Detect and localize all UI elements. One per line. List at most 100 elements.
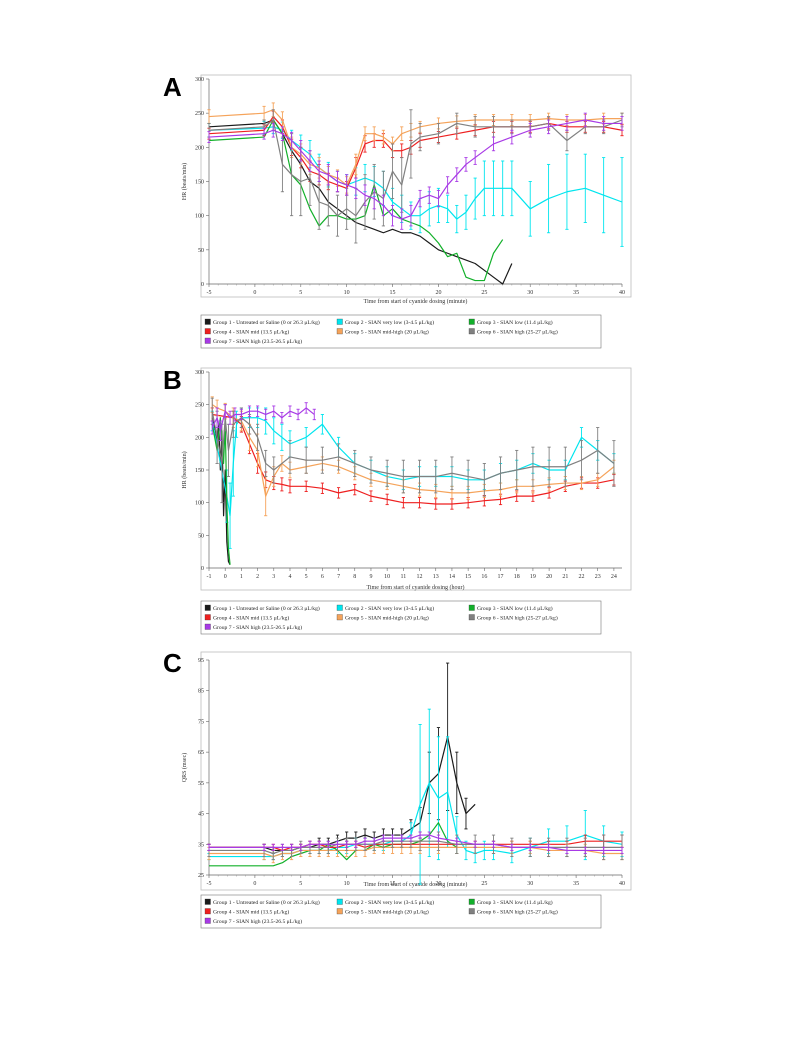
legend-c: Group 1 - Untreated or Saline (0 or 26.3… [200,894,602,929]
y-tick-label: 300 [195,370,204,376]
y-tick-label: 35 [198,842,204,848]
plot-frame-b [200,367,632,591]
x-tick-label: 18 [514,574,520,580]
legend-swatch-g6 [468,328,475,335]
series-g4 [210,407,616,510]
legend-label-g1: Group 1 - Untreated or Saline (0 or 26.3… [213,319,320,326]
x-tick-label: 5 [299,881,302,887]
x-tick-label: 15 [390,290,396,296]
series-g7 [207,831,624,854]
legend-label-g5: Group 5 - SIAN mid-high (20 μL/kg) [345,329,429,336]
legend-a: Group 1 - Untreated or Saline (0 or 26.3… [200,314,602,349]
series-g3 [211,417,231,565]
x-axis-title: Time from start of cyanide dosing (minut… [364,881,468,888]
legend-swatch-g5 [336,614,343,621]
y-tick-label: 250 [195,111,204,117]
x-tick-label: 30 [527,290,533,296]
x-tick-label: 10 [344,881,350,887]
x-tick-label: 2 [256,574,259,580]
x-tick-label: 5 [305,574,308,580]
series-g2 [207,708,624,885]
x-tick-label: 35 [573,290,579,296]
y-tick-label: 200 [195,145,204,151]
legend-label-g6: Group 6 - SIAN high (25-27 μL/kg) [477,329,558,336]
x-tick-label: 20 [435,290,441,296]
x-tick-label: 16 [481,574,487,580]
x-tick-label: 19 [530,574,536,580]
legend-swatch-g2 [336,318,343,325]
legend-label-g3: Group 3 - SIAN low (11.4 μL/kg) [477,319,553,326]
series-g1 [208,119,513,285]
x-tick-label: -5 [207,290,212,296]
legend-label-g6: Group 6 - SIAN high (25-27 μL/kg) [477,615,558,622]
x-tick-label: 30 [527,881,533,887]
legend-swatch-g1 [204,898,211,905]
series-g7 [207,112,624,230]
series-line-g6 [208,119,623,217]
x-tick-label: 14 [449,574,455,580]
x-tick-label: 10 [344,290,350,296]
legend-swatch-g6 [468,908,475,915]
panel-c: C -5 0 5 10 15 20 25 30 35 40 25 35 45 55 65 75 85 95 Time… [163,648,632,929]
legend-swatch-g7 [204,623,211,630]
x-tick-label: 5 [299,290,302,296]
y-axis-title: HR (beats/min) [181,451,188,488]
y-tick-label: 300 [195,77,204,83]
legend-label-g2: Group 2 - SIAN very low (3-4.5 μL/kg) [345,605,434,612]
legend-swatch-g2 [336,898,343,905]
x-tick-label: 0 [253,290,256,296]
x-tick-label: 11 [400,574,406,580]
x-tick-label: 35 [573,881,579,887]
legend-box [200,894,602,929]
x-tick-label: 40 [619,290,625,296]
series-g2 [207,119,624,247]
plot-area-b: -1 0 1 2 3 4 5 6 7 8 9 10 11 12 13 14 15 16 17 18 19 20 21 22 23… [181,370,622,591]
y-tick-label: 150 [195,468,204,474]
x-tick-label: 9 [369,574,372,580]
x-tick-label: 25 [481,290,487,296]
x-axis-title: Time from start of cyanide dosing (hour) [366,584,464,591]
legend-label-g1: Group 1 - Untreated or Saline (0 or 26.3… [213,605,320,612]
series-line-g5 [208,109,622,186]
legend-swatch-g6 [468,614,475,621]
legend-box [200,314,602,349]
x-tick-label: 8 [353,574,356,580]
series-line-g3 [208,119,504,282]
legend-label-g7: Group 7 - SIAN high (23.5-26.5 μL/kg) [213,918,302,925]
series-line-g7 [208,119,622,220]
legend-label-g4: Group 4 - SIAN mid (13.5 μL/kg) [213,615,289,622]
plot-frame-a [200,74,632,298]
series-line-g3 [211,417,231,565]
legend-label-g3: Group 3 - SIAN low (11.4 μL/kg) [477,899,553,906]
x-tick-label: 24 [611,574,617,580]
x-tick-label: 20 [435,881,441,887]
y-tick-label: 50 [198,248,204,254]
legend-swatch-g1 [204,318,211,325]
x-tick-label: 22 [579,574,585,580]
legend-swatch-g5 [336,908,343,915]
series-line-g2 [209,782,623,858]
x-tick-label: 40 [619,881,625,887]
y-tick-label: 100 [195,214,204,220]
series-line-g7 [209,834,622,852]
panel-letter-a: A [163,72,182,102]
legend-swatch-g7 [204,337,211,344]
legend-swatch-g1 [204,604,211,611]
series-g7 [210,402,316,442]
legend-swatch-g3 [468,318,475,325]
x-tick-label: -5 [207,881,212,887]
legend-b: Group 1 - Untreated or Saline (0 or 26.3… [200,600,602,635]
y-tick-label: 0 [201,566,204,572]
series-g4 [207,110,624,196]
x-tick-label: 12 [417,574,423,580]
x-tick-label: 7 [337,574,340,580]
x-tick-label: 0 [253,881,256,887]
legend-label-g4: Group 4 - SIAN mid (13.5 μL/kg) [213,329,289,336]
legend-swatch-g7 [204,917,211,924]
legend-label-g7: Group 7 - SIAN high (23.5-26.5 μL/kg) [213,624,302,631]
x-tick-label: 10 [384,574,390,580]
legend-label-g5: Group 5 - SIAN mid-high (20 μL/kg) [345,615,429,622]
series-g6 [207,109,624,244]
x-tick-label: 25 [481,881,487,887]
y-tick-label: 250 [195,403,204,409]
